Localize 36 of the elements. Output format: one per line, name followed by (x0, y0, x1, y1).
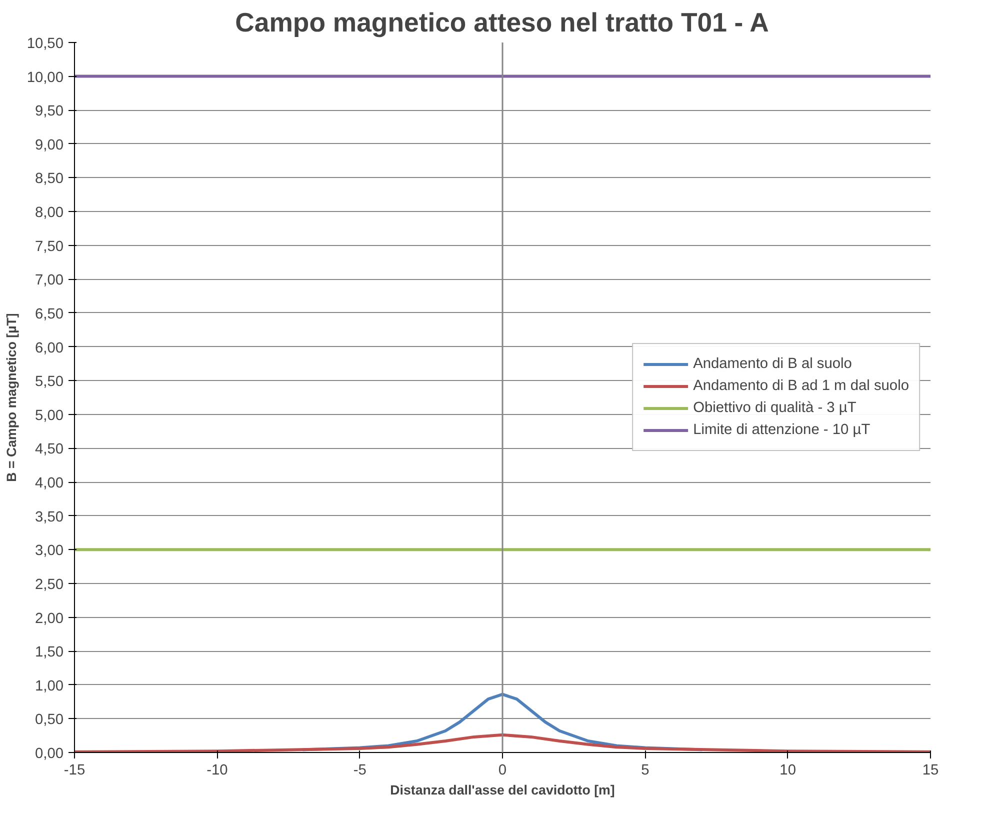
legend-label: Limite di attenzione - 10 µT (693, 422, 870, 438)
y-tick-label: 4,50 (34, 442, 64, 458)
y-tick-label: 7,00 (34, 272, 64, 289)
y-tick-label: 8,00 (34, 205, 64, 222)
y-tick-label: 5,00 (34, 408, 64, 424)
y-tick-label: 10,00 (26, 70, 64, 86)
x-tick-label: 0 (498, 762, 507, 778)
x-tick-label: -15 (64, 762, 86, 778)
y-tick-label: 0,00 (34, 746, 64, 762)
y-tick-label: 5,50 (34, 374, 64, 390)
x-tick-label: -10 (206, 762, 228, 778)
x-axis-title: Distanza dall'asse del cavidotto [m] (390, 782, 615, 798)
y-tick-label: 1,00 (34, 678, 64, 694)
x-tick-label: 10 (780, 762, 796, 778)
x-tick-label: 5 (641, 762, 650, 778)
y-axis-title: B = Campo magnetico [µT] (4, 313, 19, 482)
legend-label: Andamento di B ad 1 m dal suolo (693, 378, 909, 394)
y-tick-label: 7,50 (34, 238, 64, 255)
x-tick-label: -5 (353, 762, 366, 778)
y-tick-label: 0,50 (34, 712, 64, 728)
y-tick-label: 8,50 (34, 171, 64, 188)
y-tick-label: 6,50 (34, 306, 64, 322)
y-tick-label: 3,00 (34, 543, 64, 560)
chart-title: Campo magnetico atteso nel tratto T01 - A (235, 8, 769, 38)
y-tick-label: 4,00 (34, 476, 64, 492)
x-tick-label: 15 (922, 762, 939, 778)
legend-label: Obiettivo di qualità - 3 µT (693, 400, 856, 416)
y-tick-label: 10,50 (26, 36, 64, 52)
legend-label: Andamento di B al suolo (693, 356, 852, 372)
y-tick-label: 3,50 (34, 509, 64, 526)
y-tick-label: 2,50 (34, 576, 64, 593)
y-tick-label: 9,50 (34, 104, 64, 120)
y-tick-label: 1,50 (34, 644, 64, 661)
y-tick-label: 9,00 (34, 137, 64, 154)
y-tick-label: 6,00 (34, 340, 64, 356)
y-tick-label: 2,00 (34, 610, 64, 627)
